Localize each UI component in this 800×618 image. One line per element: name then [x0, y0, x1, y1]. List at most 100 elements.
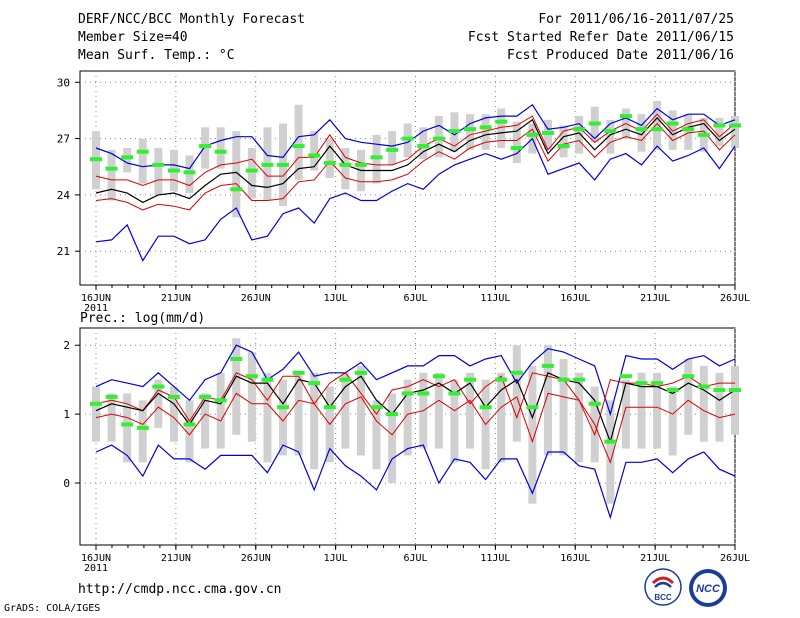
- variable-label: Mean Surf. Temp.: °C: [78, 48, 235, 63]
- ensemble-box: [466, 114, 475, 150]
- series-line-min: [95, 444, 736, 520]
- ensemble-box: [684, 114, 693, 150]
- ensemble-box: [559, 125, 568, 158]
- y-tick-label: 21: [57, 245, 70, 258]
- ensemble-box: [154, 379, 163, 428]
- panel-prec: 16JUN 21JUN 26JUN 1JUL 6JUL 11JUL 16JUL 21JUL 26…: [63, 311, 750, 574]
- ensemble-box: [310, 131, 319, 171]
- x-tick-label: 26JUN: [241, 553, 271, 564]
- bcc-logo-text: BCC: [654, 593, 672, 602]
- ensemble-box: [169, 386, 178, 442]
- y-tick-label: 2: [63, 339, 70, 352]
- ensemble-box: [185, 400, 194, 463]
- x-tick-label: 21JUN: [161, 293, 191, 304]
- x-tick-label: 1JUL: [324, 293, 348, 304]
- bcc-logo: BCC: [644, 568, 682, 606]
- ensemble-box: [731, 116, 739, 148]
- ensemble-box: [434, 372, 443, 449]
- x-tick-label: 21JUL: [640, 293, 670, 304]
- ensemble-box: [497, 108, 506, 148]
- ensemble-box: [123, 393, 132, 463]
- ensemble-box: [388, 393, 397, 483]
- ensemble-box: [699, 365, 708, 442]
- x-tick-label: 11JUL: [480, 293, 510, 304]
- ensemble-box: [247, 352, 256, 442]
- series-line-min: [95, 137, 736, 262]
- ensemble-box: [466, 372, 475, 449]
- source-url[interactable]: http://cmdp.ncc.cma.gov.cn: [78, 582, 282, 597]
- grads-credit: GrADS: COLA/IGES: [4, 603, 101, 614]
- ensemble-box: [92, 386, 100, 442]
- x-tick-label: 26JUL: [720, 293, 750, 304]
- ensemble-box: [731, 365, 739, 435]
- ensemble-box: [637, 372, 646, 449]
- ensemble-box: [232, 338, 241, 435]
- ensemble-box: [653, 101, 662, 150]
- refer-date: Fcst Started Refer Date 2011/06/15: [467, 30, 734, 45]
- ensemble-box: [138, 400, 147, 463]
- ensemble-box: [216, 372, 225, 449]
- ensemble-box: [481, 114, 490, 150]
- ensemble-box: [621, 379, 630, 449]
- ensemble-box: [310, 372, 319, 470]
- y-tick-label: 24: [57, 189, 71, 202]
- x-tick-label: 11JUL: [480, 553, 510, 564]
- panel-temp: 16JUN 21JUN 26JUN 1JUL 6JUL 11JUL 16JUL 21JUL 26…: [57, 70, 750, 314]
- ensemble-box: [341, 147, 350, 190]
- ncc-logo: NCC: [689, 569, 727, 607]
- ensemble-box: [341, 372, 350, 449]
- y-tick-label: 27: [57, 133, 70, 146]
- x-tick-label: 26JUN: [241, 293, 271, 304]
- ensemble-box: [294, 104, 303, 180]
- precip-panel-title: Prec.: log(mm/d): [80, 311, 205, 326]
- forecast-period: For 2011/06/16-2011/07/25: [538, 12, 734, 27]
- ensemble-box: [263, 372, 272, 463]
- ensemble-box: [715, 372, 724, 442]
- ensemble-box: [637, 114, 646, 152]
- series-line-mean: [95, 117, 736, 204]
- x-tick-label: 16JUL: [560, 553, 590, 564]
- series-line-mean: [95, 371, 736, 444]
- ensemble-box: [123, 147, 132, 173]
- x-tick-label: 6JUL: [403, 293, 427, 304]
- ensemble-box: [668, 386, 677, 456]
- x-tick-label: 16JUL: [560, 293, 590, 304]
- ensemble-box: [575, 116, 584, 154]
- ensemble-box: [325, 138, 334, 178]
- ensemble-box: [450, 379, 459, 463]
- ensemble-box: [247, 147, 256, 199]
- series-line-max: [95, 344, 736, 417]
- chart-title: DERF/NCC/BCC Monthly Forecast: [78, 12, 305, 27]
- ensemble-box: [294, 372, 303, 456]
- ensemble-box: [653, 372, 662, 449]
- series-line-max: [95, 103, 736, 170]
- ensemble-box: [107, 393, 116, 442]
- ensemble-box: [668, 110, 677, 150]
- plot-frame-temp: [79, 70, 736, 286]
- ensemble-box: [107, 149, 116, 201]
- x-tick-label: 6JUL: [403, 553, 427, 564]
- produced-date: Fcst Produced Date 2011/06/16: [507, 48, 734, 63]
- x-tick-label: 21JUN: [161, 553, 191, 564]
- ensemble-box: [559, 359, 568, 456]
- ensemble-box: [154, 147, 163, 195]
- ensemble-box: [201, 393, 210, 449]
- ensemble-box: [216, 127, 225, 169]
- ensemble-box: [356, 365, 365, 456]
- series-line-lower: [95, 122, 736, 211]
- x-tick-label: 16JUN: [81, 553, 111, 564]
- ensemble-box: [606, 119, 615, 154]
- ensemble-box: [512, 345, 521, 442]
- ensemble-box: [419, 127, 428, 160]
- ensemble-box: [575, 372, 584, 463]
- x-tick-label: 16JUN: [81, 293, 111, 304]
- ensemble-box: [372, 400, 381, 470]
- ensemble-box: [543, 345, 552, 456]
- x-tick-label: 1JUL: [324, 553, 348, 564]
- ensemble-box: [403, 379, 412, 456]
- ensemble-box: [715, 117, 724, 147]
- ensemble-box: [138, 138, 147, 184]
- y-tick-label: 0: [63, 477, 70, 490]
- y-tick-label: 1: [63, 408, 70, 421]
